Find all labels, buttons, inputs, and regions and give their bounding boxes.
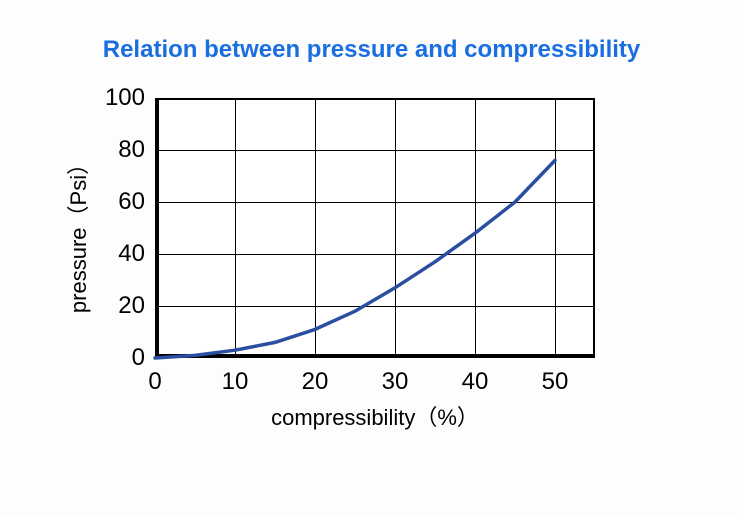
- y-tick-label: 100: [105, 84, 145, 112]
- chart-container: compressibility（%） pressure（Psi） 0204060…: [155, 98, 595, 358]
- page: Relation between pressure and compressib…: [0, 0, 743, 517]
- x-tick-label: 20: [295, 368, 335, 396]
- x-tick-label: 10: [215, 368, 255, 396]
- series-curve: [155, 98, 595, 358]
- x-tick-label: 30: [375, 368, 415, 396]
- chart-title: Relation between pressure and compressib…: [0, 36, 743, 64]
- y-tick-label: 20: [118, 292, 145, 320]
- y-tick-label: 60: [118, 188, 145, 216]
- y-tick-label: 40: [118, 240, 145, 268]
- x-tick-label: 40: [455, 368, 495, 396]
- y-tick-label: 80: [118, 136, 145, 164]
- x-tick-label: 0: [135, 368, 175, 396]
- plot-area: [155, 98, 595, 358]
- y-axis-label: pressure（Psi）: [61, 103, 93, 363]
- x-tick-label: 50: [535, 368, 575, 396]
- x-axis-label: compressibility（%）: [155, 400, 595, 432]
